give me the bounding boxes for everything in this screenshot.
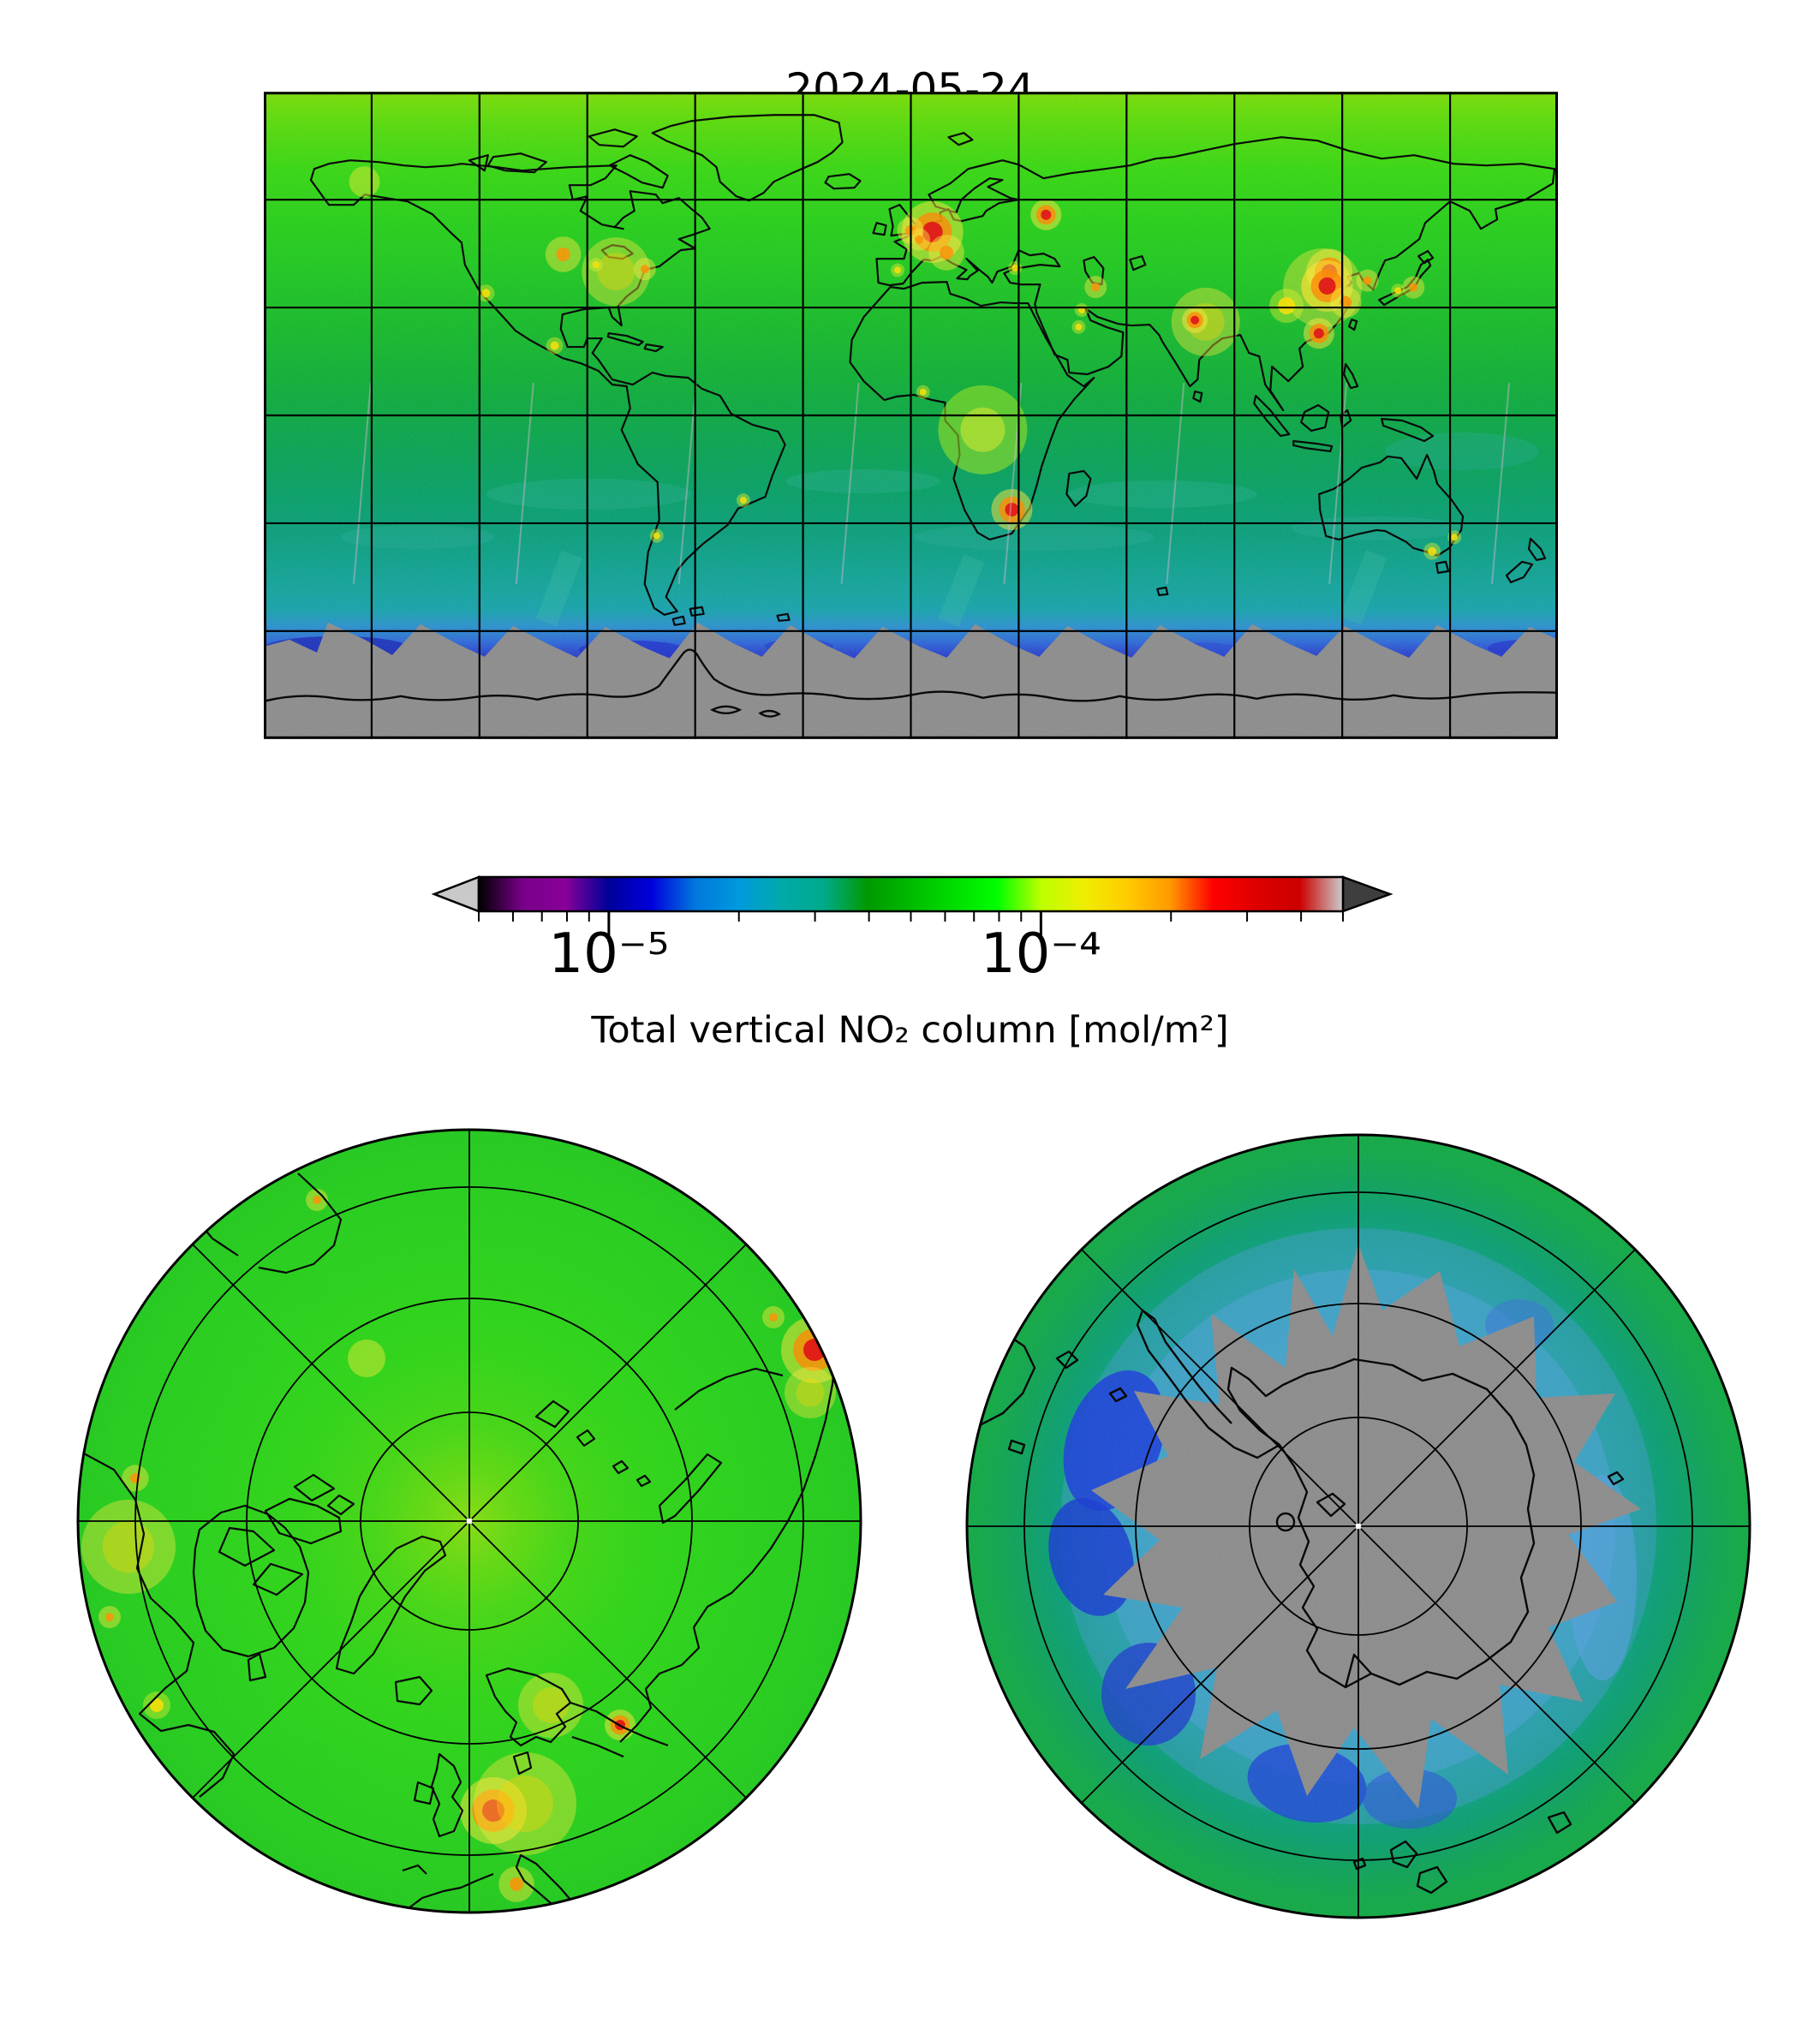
colorbar-axis-label: Total vertical NO₂ column [mol/m²] [591, 1009, 1229, 1052]
colorbar-over-arrow [1341, 875, 1393, 913]
world-map-panel [264, 92, 1558, 739]
colorbar-ticks [478, 911, 1344, 942]
south-border [965, 1133, 1751, 1919]
colorbar [431, 875, 1393, 942]
world-border [264, 92, 1558, 739]
colorbar-tick-label: 10⁻⁵ [548, 922, 670, 986]
world-graticule [264, 92, 1558, 739]
colorbar-gradient [477, 875, 1345, 913]
north-pole-dot [466, 1518, 473, 1525]
north-polar-panel [76, 1128, 862, 1914]
south-polar-panel [965, 1133, 1751, 1919]
south-pole-dot [1355, 1523, 1362, 1530]
colorbar-under-arrow [431, 875, 480, 913]
north-border [76, 1128, 862, 1914]
colorbar-tick-label: 10⁻⁴ [980, 922, 1101, 986]
